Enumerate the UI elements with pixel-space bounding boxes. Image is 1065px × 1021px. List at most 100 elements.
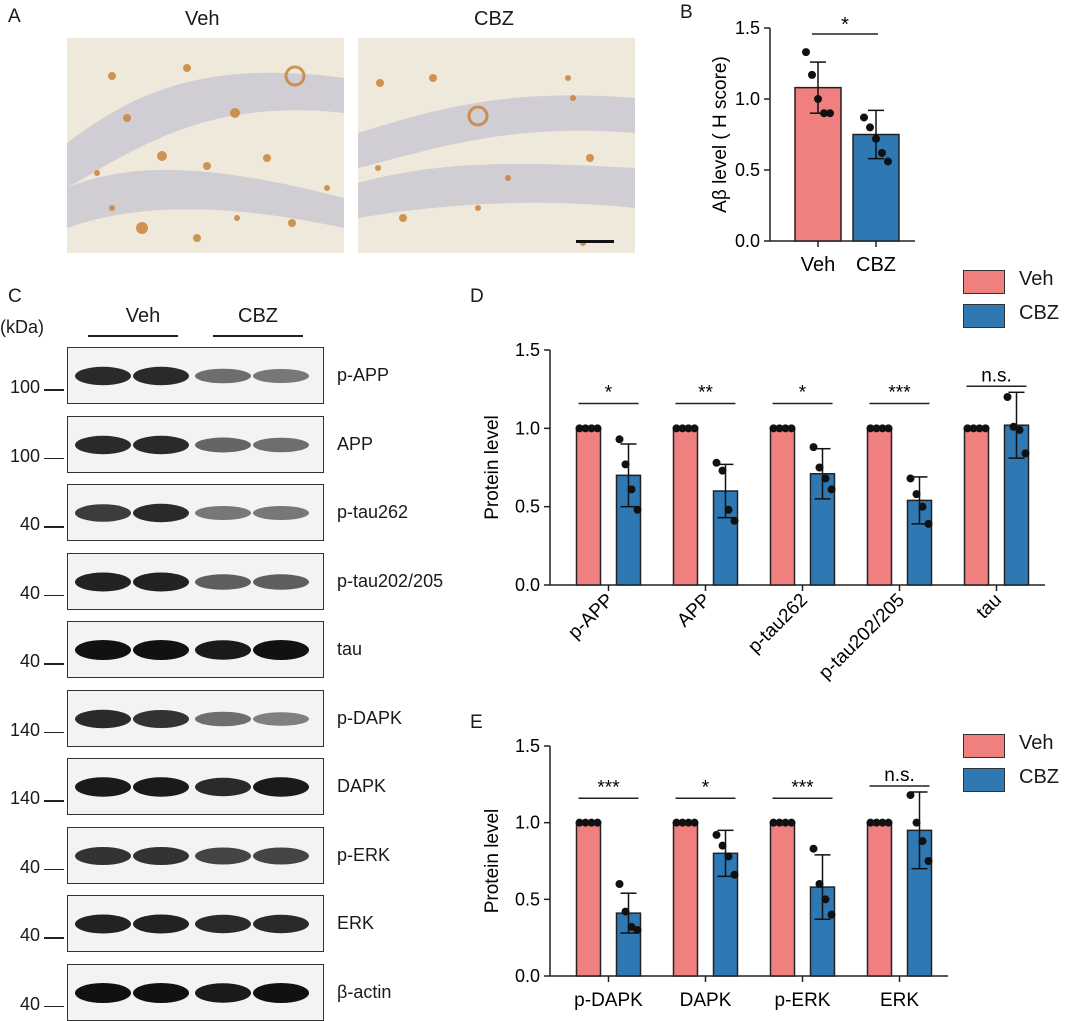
data-point bbox=[866, 818, 875, 827]
blot-bands bbox=[75, 982, 309, 1003]
kda-marker: 100 bbox=[9, 445, 40, 466]
blot-row-tau bbox=[67, 621, 324, 678]
data-point bbox=[587, 424, 596, 433]
significance-label: * bbox=[841, 14, 849, 36]
data-point bbox=[820, 109, 828, 118]
bar-Veh-DAPK bbox=[672, 821, 699, 977]
kda-tick bbox=[44, 594, 64, 596]
data-point bbox=[924, 519, 933, 528]
blot-bands bbox=[75, 366, 309, 386]
x-tick-label: tau bbox=[973, 590, 1007, 624]
kda-tick bbox=[44, 868, 64, 870]
data-point bbox=[581, 818, 590, 827]
blot-bands bbox=[75, 709, 309, 728]
data-point bbox=[730, 870, 739, 879]
data-point bbox=[718, 466, 727, 475]
data-point bbox=[615, 880, 624, 888]
x-tick-label: ERK bbox=[880, 990, 919, 1011]
x-tick-label: p-APP bbox=[564, 590, 618, 644]
data-point bbox=[718, 841, 727, 850]
data-point bbox=[712, 458, 721, 467]
data-point bbox=[918, 502, 927, 511]
legend-cbz-swatch bbox=[963, 304, 1005, 328]
x-tick-label: p-ERK bbox=[775, 990, 831, 1011]
significance-label: *** bbox=[791, 777, 814, 798]
data-point bbox=[712, 830, 721, 839]
data-point bbox=[924, 857, 933, 865]
data-point bbox=[1015, 425, 1024, 434]
blot-group-cbz: CBZ bbox=[238, 305, 278, 327]
micrograph-cbz-image bbox=[358, 74, 635, 246]
bar-Veh-p-ERK bbox=[769, 821, 796, 977]
kda-marker: 40 bbox=[19, 856, 40, 877]
data-point bbox=[872, 134, 880, 143]
data-point bbox=[906, 791, 915, 800]
y-tick-label: 0.5 bbox=[515, 497, 540, 517]
panel-a-letter: A bbox=[8, 6, 21, 27]
blot-row-ERK bbox=[67, 895, 324, 952]
kda-tick bbox=[44, 731, 64, 733]
data-point bbox=[627, 485, 636, 494]
kda-tick bbox=[44, 389, 64, 391]
x-tick-label: p-DAPK bbox=[574, 990, 643, 1011]
bar-Veh-p-tau202/205 bbox=[866, 427, 893, 586]
data-point bbox=[872, 818, 881, 827]
chart-e: 0.0 0.5 1.0 1.5 Protein level p-DAPK *** DAPK * p… bbox=[482, 736, 948, 1011]
data-point bbox=[575, 818, 584, 827]
y-tick-label: 1.0 bbox=[735, 89, 760, 109]
y-axis-label: Protein level bbox=[482, 809, 503, 914]
blot-label: APP bbox=[337, 433, 374, 454]
panel-b-letter: B bbox=[680, 2, 693, 23]
blot-bands bbox=[75, 640, 309, 660]
data-point bbox=[678, 818, 687, 827]
data-point bbox=[1003, 393, 1012, 401]
data-point bbox=[593, 424, 602, 433]
data-point bbox=[802, 48, 810, 57]
legend-e-cbz-swatch bbox=[963, 768, 1005, 792]
micrograph-cbz bbox=[358, 38, 635, 253]
significance-label: * bbox=[605, 383, 613, 404]
data-point bbox=[615, 435, 624, 444]
data-point bbox=[781, 424, 790, 433]
data-point bbox=[1009, 422, 1018, 431]
data-point bbox=[815, 463, 824, 472]
blot-group-veh: Veh bbox=[125, 305, 161, 327]
kda-tick bbox=[44, 663, 64, 665]
bar-Veh-ERK bbox=[866, 821, 893, 977]
data-point bbox=[781, 818, 790, 827]
blot-label: p-DAPK bbox=[337, 707, 403, 728]
panel-a-cbz-label: CBZ bbox=[474, 8, 514, 30]
bar-Veh-tau bbox=[963, 427, 990, 586]
data-point bbox=[787, 818, 796, 827]
y-tick-label: 1.5 bbox=[515, 736, 540, 756]
x-tick-label: CBZ bbox=[856, 254, 896, 276]
y-tick-label: 1.5 bbox=[735, 18, 760, 38]
data-point bbox=[621, 907, 630, 916]
kda-tick bbox=[44, 800, 64, 802]
data-point bbox=[581, 424, 590, 433]
kda-marker: 100 bbox=[9, 377, 40, 397]
blot-row-p-APP bbox=[67, 347, 324, 404]
blot-row-APP bbox=[67, 415, 324, 473]
blot-row-p-tau262 bbox=[67, 484, 324, 541]
data-point bbox=[808, 70, 816, 79]
y-tick-label: 0.0 bbox=[735, 231, 760, 251]
x-tick-label: Veh bbox=[801, 254, 835, 276]
legend-veh-label: Veh bbox=[1019, 268, 1054, 290]
blot-group-cbz-line bbox=[213, 335, 303, 337]
significance-label: *** bbox=[597, 777, 620, 798]
data-point bbox=[814, 95, 822, 103]
y-tick-label: 0.0 bbox=[515, 575, 540, 595]
data-point bbox=[587, 818, 596, 827]
x-tick-label: APP bbox=[673, 590, 715, 632]
panel-e-letter: E bbox=[470, 712, 483, 733]
micrograph-veh-image bbox=[67, 64, 344, 242]
blot-label: ERK bbox=[337, 913, 375, 933]
legend-e-cbz-label: CBZ bbox=[1019, 766, 1059, 788]
blot-row-p-DAPK bbox=[67, 689, 324, 747]
data-point bbox=[918, 837, 927, 846]
data-point bbox=[621, 460, 630, 469]
panel-c-letter: C bbox=[8, 286, 22, 307]
micrograph-veh bbox=[67, 38, 344, 253]
data-point bbox=[884, 818, 893, 827]
